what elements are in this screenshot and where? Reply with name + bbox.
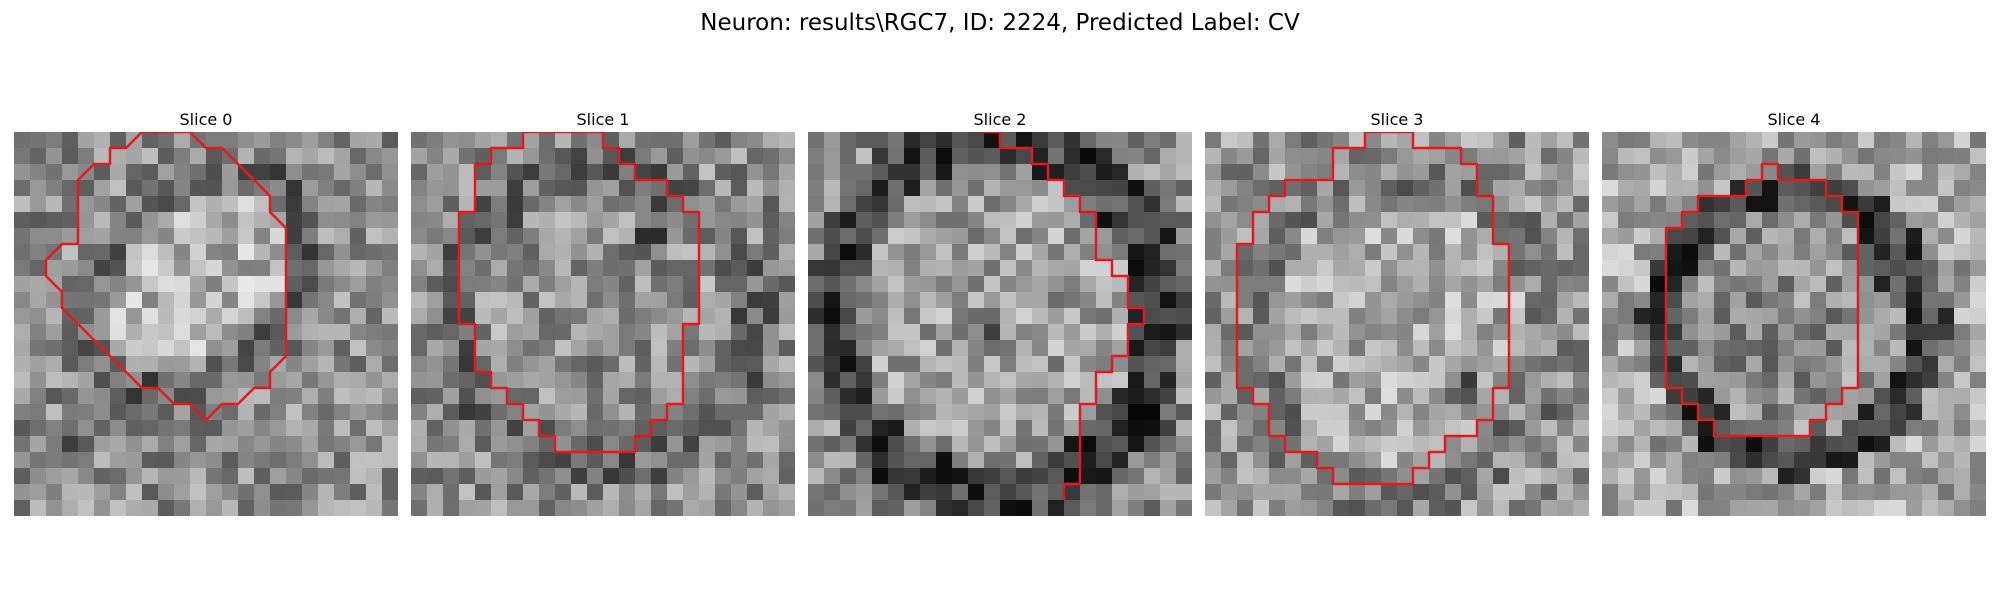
slice-panel-2: Slice 2 xyxy=(808,108,1192,516)
figure-title: Neuron: results\RGC7, ID: 2224, Predicte… xyxy=(700,10,1300,36)
slice-title: Slice 3 xyxy=(1370,110,1424,129)
slice-title: Slice 0 xyxy=(179,110,233,129)
slice-image xyxy=(411,132,795,516)
slice-panel-3: Slice 3 xyxy=(1205,108,1589,516)
segmentation-contour xyxy=(457,132,701,454)
slice-title: Slice 2 xyxy=(973,110,1027,129)
slice-image xyxy=(1602,132,1986,516)
segmentation-contour xyxy=(1235,132,1511,486)
slice-image xyxy=(1205,132,1589,516)
slice-panel-0: Slice 0 xyxy=(14,108,398,516)
segmentation-contour xyxy=(934,132,1146,500)
slice-title: Slice 1 xyxy=(576,110,630,129)
slice-image xyxy=(14,132,398,516)
segmentation-contour xyxy=(1664,162,1860,438)
slice-image xyxy=(808,132,1192,516)
slice-panel-1: Slice 1 xyxy=(411,108,795,516)
slice-panel-4: Slice 4 xyxy=(1602,108,1986,516)
slice-title: Slice 4 xyxy=(1767,110,1821,129)
segmentation-contour xyxy=(44,132,288,422)
